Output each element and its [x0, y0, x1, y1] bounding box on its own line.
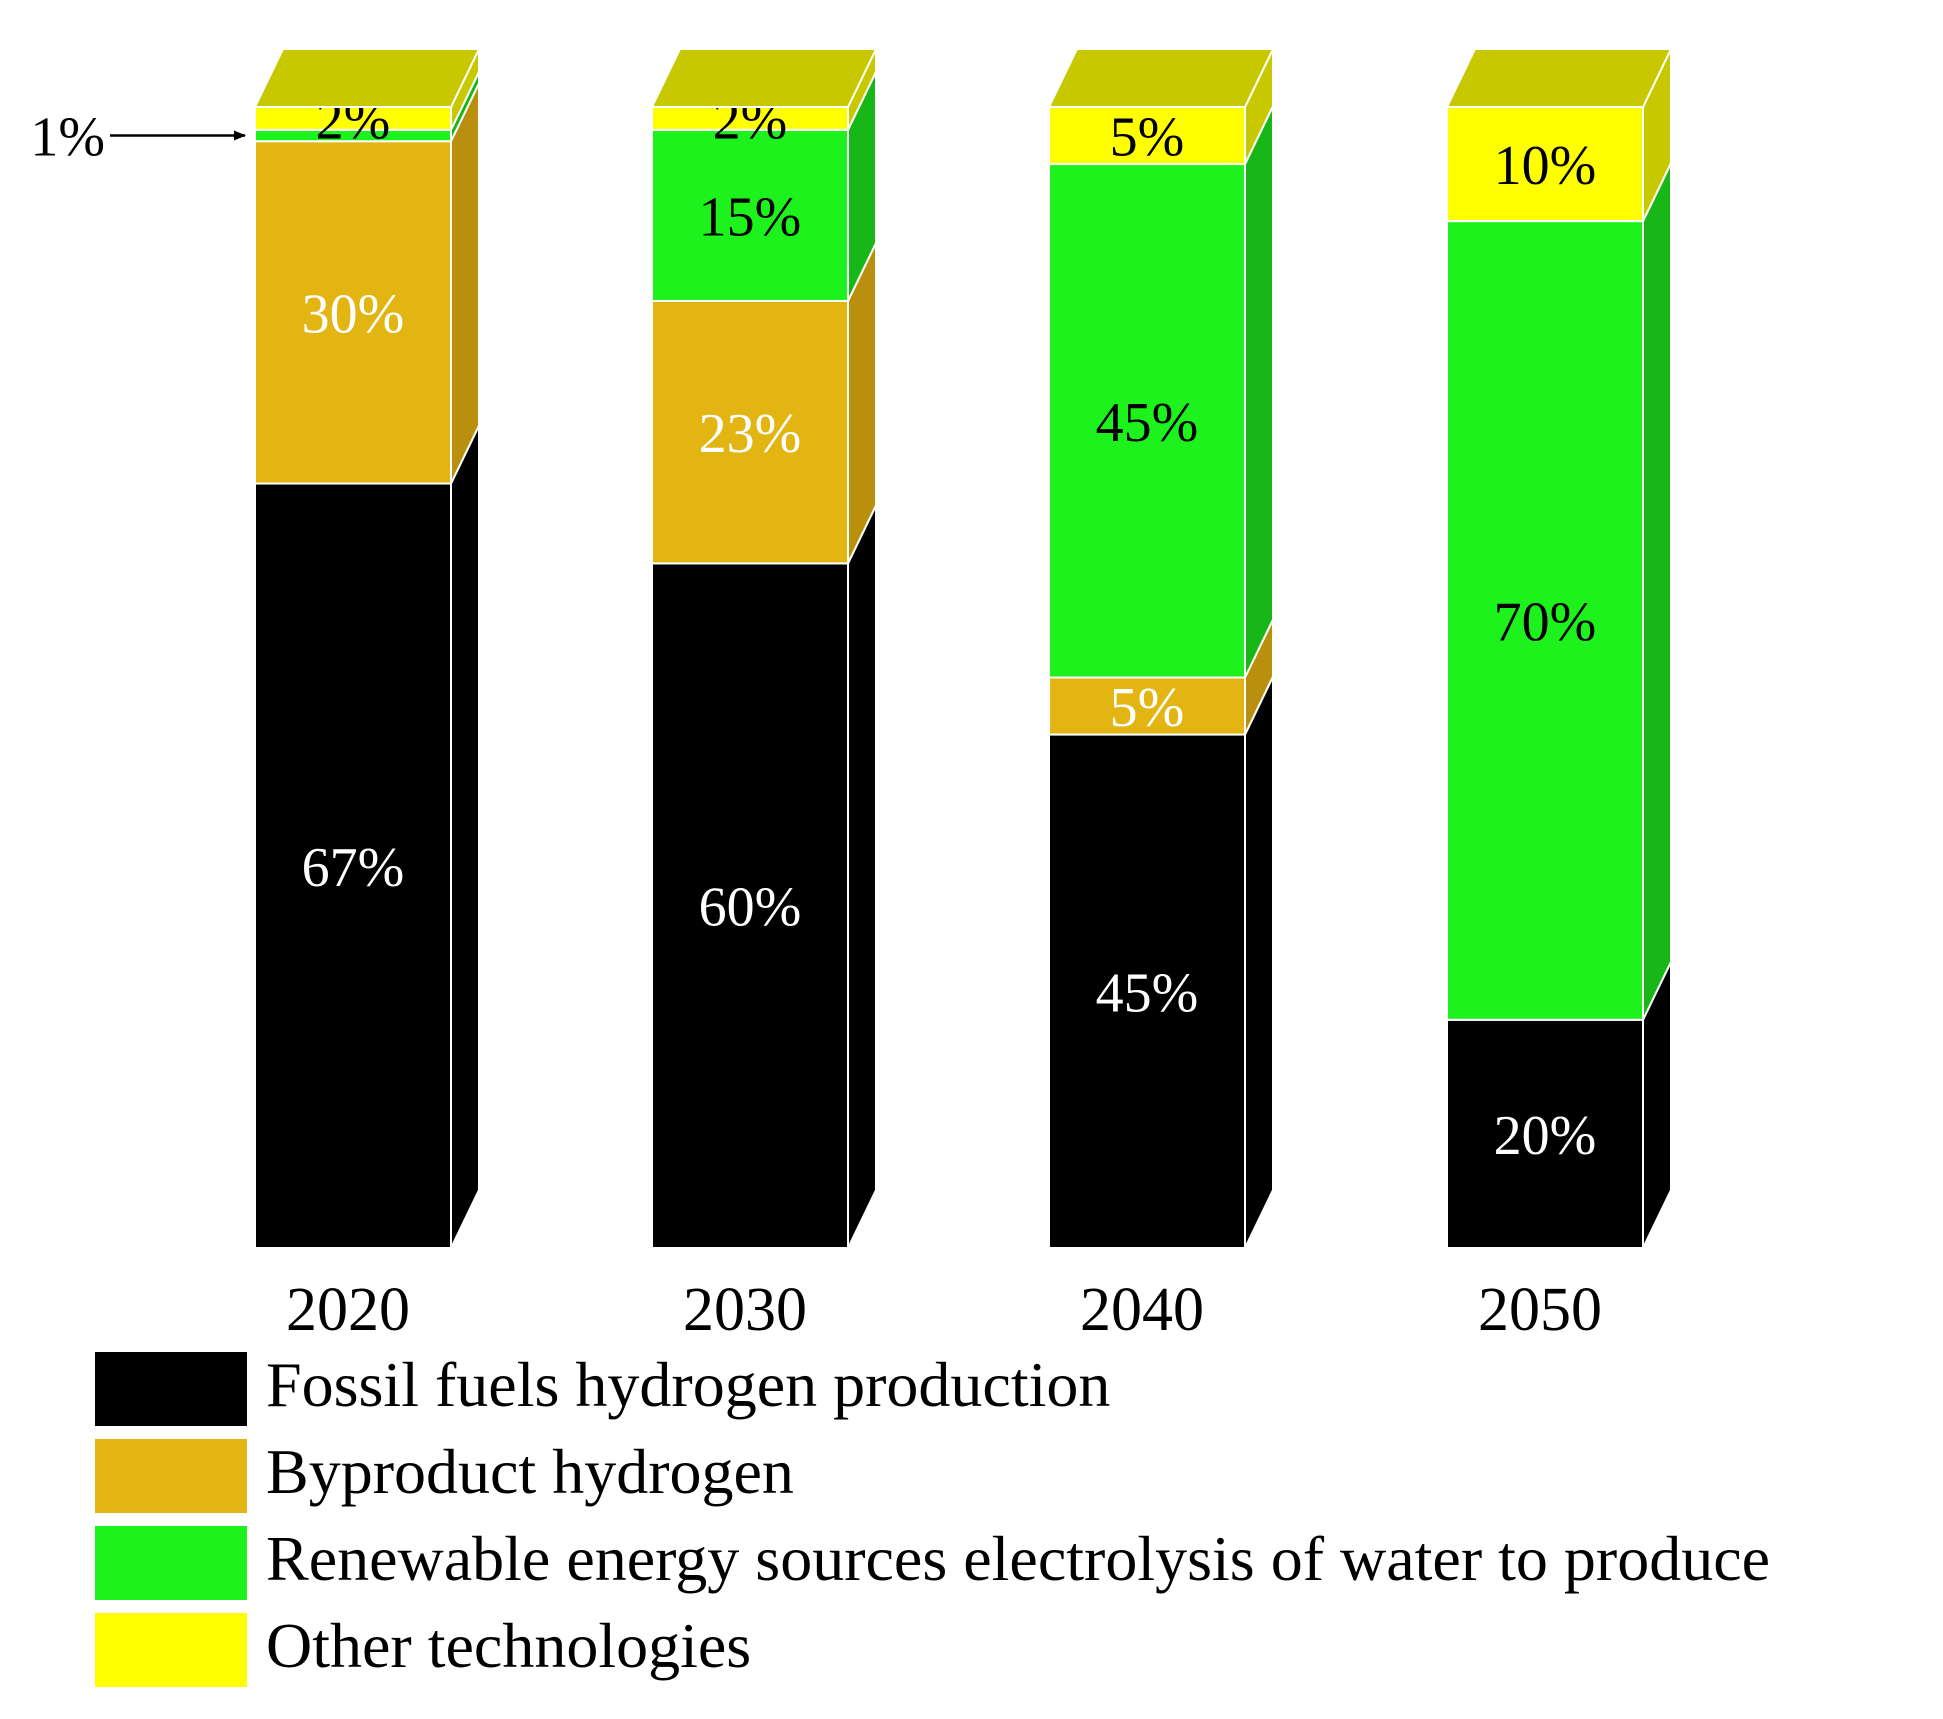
bar-side-2020-fossil-fuels-hydrogen-production [450, 425, 480, 1249]
bar-top-2040 [1047, 48, 1275, 108]
legend-swatch-byproduct-hydrogen [95, 1439, 247, 1513]
bar-front-2020-byproduct-hydrogen [254, 140, 452, 485]
bar-side-2030-fossil-fuels-hydrogen-production [847, 504, 877, 1249]
bar-front-2030-renewable-energy-sources-electrolysis-of-water-to-produce [651, 128, 849, 302]
bar-front-2050-fossil-fuels-hydrogen-production [1446, 1018, 1644, 1249]
bar-side-2040-fossil-fuels-hydrogen-production [1244, 676, 1274, 1249]
segment-label-2040-other-technologies: 5% [1110, 107, 1185, 169]
segment-label-2020-byproduct-hydrogen: 30% [302, 283, 405, 345]
bar-front-2040-renewable-energy-sources-electrolysis-of-water-to-produce [1048, 163, 1246, 679]
bar-front-2030-byproduct-hydrogen [651, 299, 849, 565]
x-tick-label-2030: 2030 [683, 1276, 807, 1344]
bar-front-2050-other-technologies [1446, 106, 1644, 223]
legend-swatch-other-technologies [95, 1613, 247, 1687]
legend-swatch-renewable-energy-sources-electrolysis-of-water-to-produce [95, 1526, 247, 1600]
legend-label-fossil-fuels-hydrogen-production: Fossil fuels hydrogen production [266, 1349, 1110, 1420]
bar-top-2030 [650, 48, 878, 108]
bar-front-2050-renewable-energy-sources-electrolysis-of-water-to-produce [1446, 220, 1644, 1021]
bar-front-2040-byproduct-hydrogen [1048, 676, 1246, 736]
bar-front-2020-fossil-fuels-hydrogen-production [254, 482, 452, 1249]
segment-label-2030-renewable-energy-sources-electrolysis-of-water-to-produce: 15% [699, 186, 802, 248]
segment-label-2040-fossil-fuels-hydrogen-production: 45% [1096, 962, 1199, 1024]
segment-label-2020-fossil-fuels-hydrogen-production: 67% [302, 837, 405, 899]
segment-label-2030-fossil-fuels-hydrogen-production: 60% [699, 877, 802, 939]
annotation-label-1: 1% [30, 107, 105, 169]
bar-top-2050 [1445, 48, 1673, 108]
bar-side-2020-byproduct-hydrogen [450, 82, 480, 484]
segment-label-2050-other-technologies: 10% [1494, 135, 1597, 197]
x-tick-label-2040: 2040 [1080, 1276, 1204, 1344]
bar-side-2040-renewable-energy-sources-electrolysis-of-water-to-produce [1244, 105, 1274, 678]
x-tick-label-2020: 2020 [286, 1276, 410, 1344]
legend-label-byproduct-hydrogen: Byproduct hydrogen [266, 1436, 794, 1507]
bar-front-2030-fossil-fuels-hydrogen-production [651, 562, 849, 1249]
legend-label-other-technologies: Other technologies [266, 1610, 751, 1681]
segment-label-2030-byproduct-hydrogen: 23% [699, 403, 802, 465]
segment-label-2050-renewable-energy-sources-electrolysis-of-water-to-produce: 70% [1494, 591, 1597, 653]
segment-label-2040-byproduct-hydrogen: 5% [1110, 677, 1185, 739]
legend-swatch-fossil-fuels-hydrogen-production [95, 1352, 247, 1426]
segment-label-2050-fossil-fuels-hydrogen-production: 20% [1494, 1105, 1597, 1167]
legend-label-renewable-energy-sources-electrolysis-of-water-to-produce: Renewable energy sources electrolysis of… [266, 1523, 1770, 1594]
bar-side-2050-renewable-energy-sources-electrolysis-of-water-to-produce [1642, 162, 1672, 1021]
segment-label-2040-renewable-energy-sources-electrolysis-of-water-to-produce: 45% [1096, 392, 1199, 454]
x-tick-label-2050: 2050 [1478, 1276, 1602, 1344]
bar-top-2020 [253, 48, 481, 108]
bar-front-2040-other-technologies [1048, 106, 1246, 166]
